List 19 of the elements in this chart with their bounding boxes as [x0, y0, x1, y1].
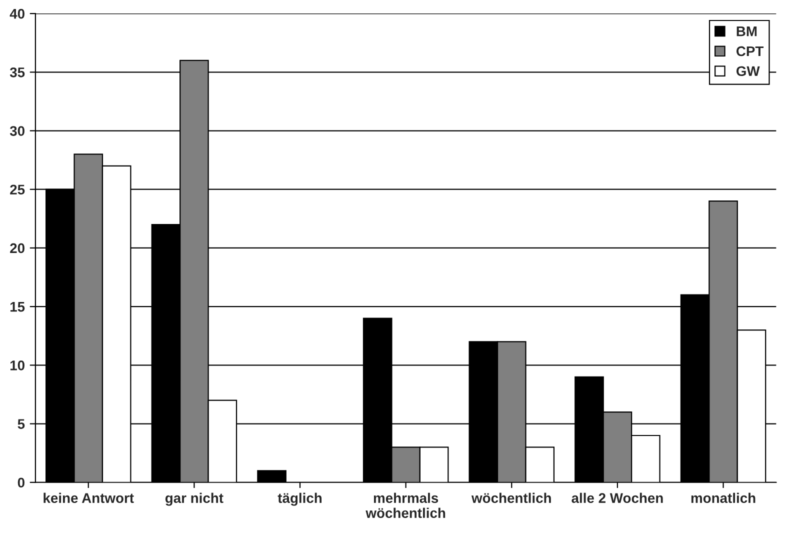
x-tick-label: keine Antwort: [44, 492, 134, 503]
x-tick-label: täglich: [278, 492, 322, 506]
legend-label: BM: [736, 26, 757, 36]
y-tick-label: 40: [10, 8, 24, 19]
y-tick-label: 15: [10, 302, 25, 312]
y-tick-label: 10: [10, 360, 24, 370]
x-tick-label: wöchentlich: [471, 492, 551, 503]
legend-label: CPT: [736, 46, 764, 56]
y-tick-label: 25: [10, 184, 25, 195]
y-tick-label: 5: [18, 419, 25, 429]
x-tick-label: monatlich: [691, 492, 756, 503]
y-tick-label: 0: [18, 478, 24, 488]
y-tick-label: 30: [10, 126, 24, 136]
x-tick-label: gar nicht: [165, 492, 224, 506]
y-tick-label: 35: [10, 67, 25, 78]
legend-label: GW: [736, 66, 760, 76]
x-tick-label: mehrmals wöchentlich: [366, 492, 446, 518]
x-tick-label: alle 2 Wochen: [572, 492, 663, 503]
y-tick-label: 20: [10, 243, 24, 254]
